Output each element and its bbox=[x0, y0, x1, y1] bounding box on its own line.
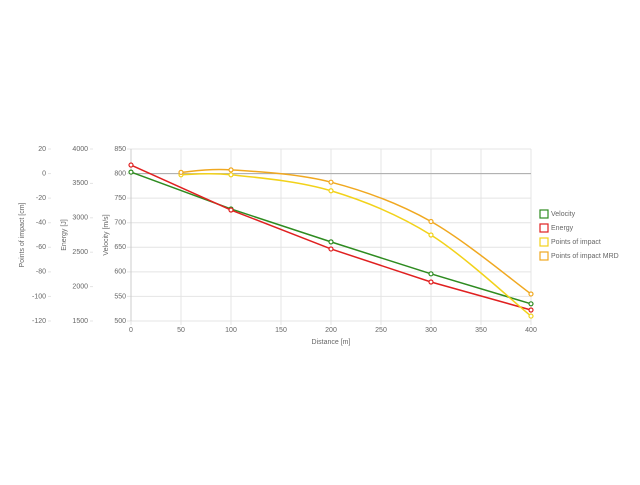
point bbox=[528, 301, 534, 307]
y3-tick-label: -80 bbox=[36, 269, 46, 276]
y3-tick-label: -100 bbox=[32, 293, 46, 300]
y3-tick-label: -60 bbox=[36, 244, 46, 251]
point bbox=[228, 167, 234, 173]
point bbox=[128, 169, 134, 175]
point bbox=[428, 271, 434, 277]
y2-tick-label: 3000 bbox=[72, 215, 88, 222]
point bbox=[528, 307, 534, 313]
point bbox=[178, 169, 184, 175]
y2-tick-label: 2000 bbox=[72, 283, 88, 290]
legend-swatch bbox=[539, 209, 549, 219]
point bbox=[528, 313, 534, 319]
point bbox=[228, 172, 234, 178]
legend-label: Energy bbox=[551, 225, 574, 232]
y-tick-label: 550 bbox=[114, 293, 126, 300]
y2-tick-label: 2500 bbox=[72, 249, 88, 256]
y-tick-label: 850 bbox=[114, 146, 126, 153]
y-tick-label: 700 bbox=[114, 220, 126, 227]
point bbox=[228, 207, 234, 213]
y3-tick-label: -120 bbox=[32, 318, 46, 325]
y3-tick-label: 0 bbox=[42, 170, 46, 177]
y2-tick-label: 3500 bbox=[72, 180, 88, 187]
x-tick-label: 400 bbox=[525, 327, 537, 334]
x-axis-title: Distance [m] bbox=[312, 339, 351, 346]
y-tick-label: 650 bbox=[114, 244, 126, 251]
point bbox=[328, 188, 334, 194]
legend-swatch bbox=[539, 251, 549, 261]
series-line bbox=[180, 168, 532, 295]
y2-tick-label: 4000 bbox=[72, 146, 88, 153]
point bbox=[528, 291, 534, 297]
x-tick-label: 250 bbox=[375, 327, 387, 334]
y-tick-label: 600 bbox=[114, 269, 126, 276]
y3-axis-title: Points of impact [cm] bbox=[19, 202, 26, 267]
legend-swatch bbox=[539, 223, 549, 233]
y2-axis-title: Energy [J] bbox=[61, 219, 68, 251]
point bbox=[328, 239, 334, 245]
y-tick-label: 500 bbox=[114, 318, 126, 325]
y-tick-label: 800 bbox=[114, 170, 126, 177]
x-tick-label: 350 bbox=[475, 327, 487, 334]
y-tick-label: 750 bbox=[114, 195, 126, 202]
y3-tick-label: -40 bbox=[36, 220, 46, 227]
x-tick-label: 300 bbox=[425, 327, 437, 334]
x-tick-label: 50 bbox=[177, 327, 185, 334]
legend-label: Points of impact bbox=[551, 239, 601, 246]
y3-tick-label: -20 bbox=[36, 195, 46, 202]
y2-tick-label: 1500 bbox=[72, 318, 88, 325]
y3-tick-label: 20 bbox=[38, 146, 46, 153]
point bbox=[428, 279, 434, 285]
legend-label: Velocity bbox=[551, 211, 576, 218]
point bbox=[128, 162, 134, 168]
x-tick-label: 0 bbox=[129, 327, 133, 334]
legend-label: Points of impact MRD bbox=[551, 253, 619, 260]
point bbox=[328, 246, 334, 252]
point bbox=[428, 218, 434, 225]
x-tick-label: 100 bbox=[225, 327, 237, 334]
series-line bbox=[180, 172, 532, 317]
y-axis-title: Velocity [m/s] bbox=[103, 214, 110, 255]
legend-swatch bbox=[539, 237, 549, 247]
x-tick-label: 150 bbox=[275, 327, 287, 334]
point bbox=[428, 232, 434, 238]
point bbox=[328, 179, 334, 185]
x-tick-label: 200 bbox=[325, 327, 337, 334]
